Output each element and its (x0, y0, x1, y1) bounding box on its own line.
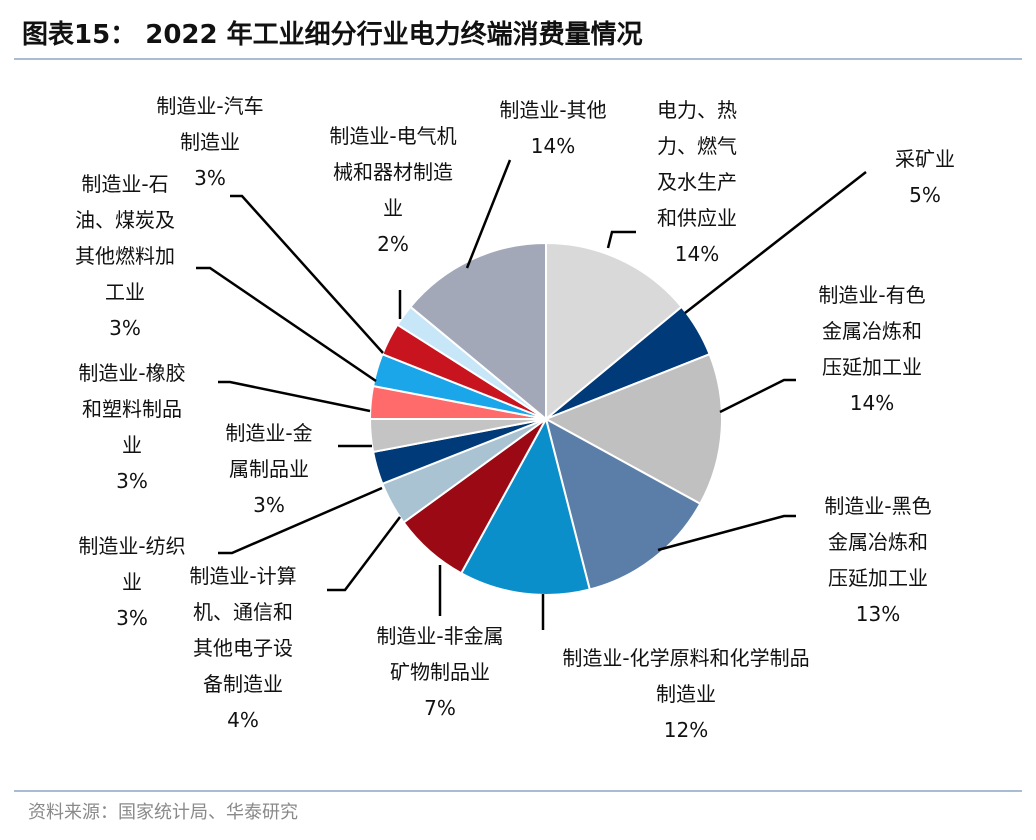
slice-label-14: 制造业-其他 14% (499, 98, 606, 158)
slice-label-line: 制造业-电气机 (329, 124, 456, 148)
slice-value-label: 13% (856, 602, 900, 626)
leader-line-2 (684, 171, 867, 314)
leader-line-3 (719, 378, 796, 414)
slice-value-label: 14% (531, 134, 575, 158)
slice-value-label: 3% (109, 316, 141, 340)
slice-labels: 电力、热力、燃气及水生产和供应业 14%采矿业 5%制造业-有色金属冶炼和压延加工业… (75, 94, 955, 742)
pie-slice-4 (544, 417, 702, 591)
leader-lines (196, 159, 867, 630)
pie-slices (368, 241, 723, 596)
slice-value-label: 3% (194, 166, 226, 190)
slice-value-label: 3% (253, 493, 285, 517)
leader-line-1 (606, 230, 636, 249)
slice-label-line: 压延加工业 (828, 566, 928, 590)
slice-label-line: 制造业 (656, 682, 716, 706)
slice-label-line: 制造业-石 (81, 172, 168, 196)
slice-label-line: 备制造业 (203, 672, 283, 696)
slice-label-line: 制造业-其他 (499, 98, 606, 122)
leader-line-7 (327, 516, 401, 592)
figure-title: 图表15： 2022 年工业细分行业电力终端消费量情况 (22, 20, 643, 50)
slice-label-line: 制造业-汽车 (156, 94, 263, 118)
leader-line-4 (657, 514, 796, 552)
leader-line-11 (196, 266, 377, 383)
slice-label-line: 压延加工业 (822, 355, 922, 379)
slice-label-line: 及水生产 (657, 170, 737, 194)
slice-label-line: 制造业-有色 (818, 283, 925, 307)
slice-label-line: 制造业-橡胶 (78, 361, 185, 385)
slice-label-line: 金属冶炼和 (822, 319, 922, 343)
slice-label-line: 油、煤炭及 (75, 208, 175, 232)
leader-line-14 (465, 159, 512, 269)
slice-label-line: 械和器材制造 (333, 160, 453, 184)
slice-label-line: 其他电子设 (193, 636, 293, 660)
leader-line-12 (230, 194, 384, 354)
slice-value-label: 3% (116, 606, 148, 630)
slice-value-label: 7% (424, 696, 456, 720)
slice-label-line: 业 (383, 196, 403, 220)
slice-value-label: 12% (664, 718, 708, 742)
slice-label-13: 制造业-电气机械和器材制造业 2% (329, 124, 456, 256)
slice-label-line: 制造业-化学原料和化学制品 (562, 646, 809, 670)
slice-label-line: 机、通信和 (193, 600, 293, 624)
slice-label-line: 采矿业 (895, 147, 955, 171)
slice-label-line: 制造业-金 (225, 421, 312, 445)
slice-label-11: 制造业-石油、煤炭及其他燃料加工业 3% (75, 172, 175, 340)
slice-label-line: 矿物制品业 (390, 660, 490, 684)
slice-label-1: 电力、热力、燃气及水生产和供应业 14% (657, 98, 737, 266)
slice-label-3: 制造业-有色金属冶炼和压延加工业 14% (818, 283, 925, 415)
slice-label-line: 制造业 (180, 130, 240, 154)
slice-label-10: 制造业-橡胶和塑料制品业 3% (78, 361, 185, 493)
slice-label-line: 制造业-纺织 (78, 534, 185, 558)
slice-label-line: 业 (122, 433, 142, 457)
title-rule (14, 58, 1022, 60)
slice-value-label: 14% (675, 242, 719, 266)
slice-value-label: 14% (850, 391, 894, 415)
pie-chart: 电力、热力、燃气及水生产和供应业 14%采矿业 5%制造业-有色金属冶炼和压延加工业… (75, 94, 955, 742)
source-rule (14, 790, 1022, 792)
pie-slice-1 (545, 241, 684, 422)
slice-label-line: 制造业-非金属 (376, 624, 503, 648)
pie-slice-5 (459, 416, 591, 596)
slice-value-label: 4% (227, 708, 259, 732)
slice-label-line: 和供应业 (657, 206, 737, 230)
slice-value-label: 5% (909, 183, 941, 207)
slice-label-line: 属制品业 (229, 457, 309, 481)
slice-value-label: 3% (116, 469, 148, 493)
slice-label-7: 制造业-计算机、通信和其他电子设备制造业 4% (189, 564, 296, 732)
slice-label-line: 力、燃气 (657, 134, 737, 158)
slice-label-4: 制造业-黑色金属冶炼和压延加工业 13% (824, 494, 931, 626)
slice-label-line: 业 (122, 570, 142, 594)
source-note: 资料来源：国家统计局、华泰研究 (28, 802, 298, 823)
slice-label-6: 制造业-非金属矿物制品业 7% (376, 624, 503, 720)
slice-label-line: 金属冶炼和 (828, 530, 928, 554)
slice-label-12: 制造业-汽车制造业 3% (156, 94, 263, 190)
slice-label-2: 采矿业 5% (895, 147, 955, 207)
slice-label-line: 电力、热 (657, 98, 737, 122)
slice-label-9: 制造业-金属制品业 3% (225, 421, 312, 517)
slice-label-line: 和塑料制品 (82, 397, 182, 421)
slice-label-line: 制造业-计算 (189, 564, 296, 588)
leader-line-10 (218, 380, 371, 413)
leader-line-8 (218, 486, 383, 555)
slice-label-line: 其他燃料加 (75, 244, 175, 268)
slice-label-8: 制造业-纺织业 3% (78, 534, 185, 630)
slice-label-line: 制造业-黑色 (824, 494, 931, 518)
slice-value-label: 2% (377, 232, 409, 256)
slice-label-5: 制造业-化学原料和化学制品制造业 12% (562, 646, 809, 742)
slice-label-line: 工业 (105, 280, 145, 304)
pie-slice-3 (543, 352, 723, 506)
